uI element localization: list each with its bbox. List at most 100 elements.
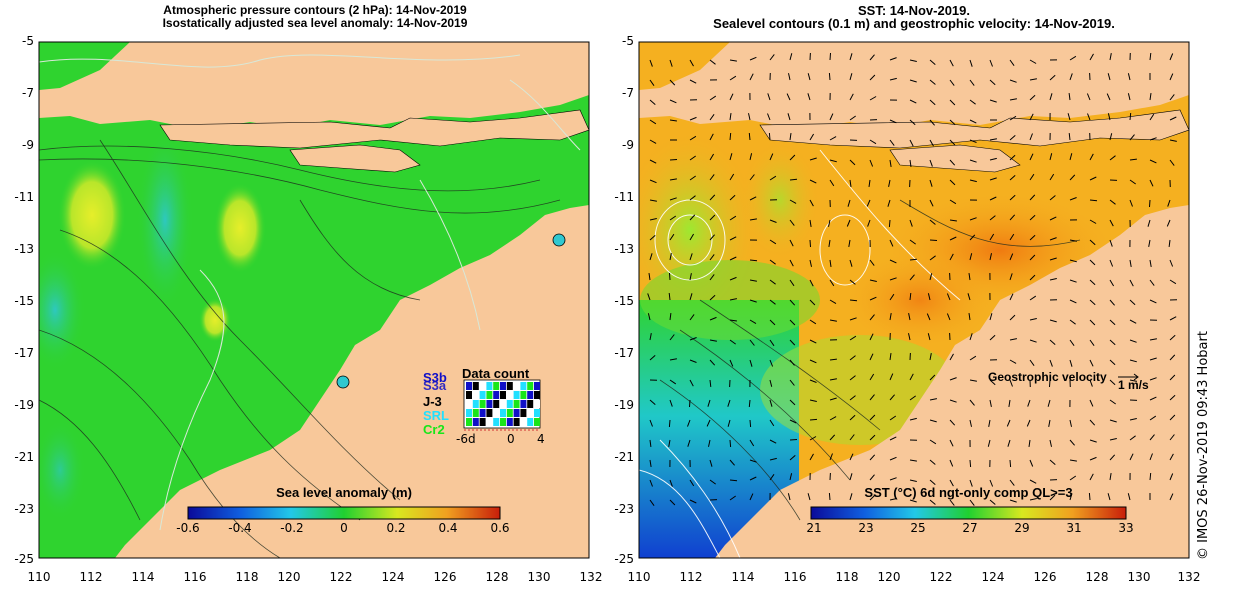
velocity-arrow [829,416,837,421]
velocity-arrow [809,339,817,344]
velocity-arrow [749,339,755,346]
velocity-arrow [649,333,652,341]
velocity-arrow [1089,53,1094,61]
velocity-arrow [729,75,737,81]
velocity-arrow [669,79,676,86]
velocity-arrow [769,175,777,181]
velocity-arrow [949,119,956,126]
velocity-arrow [909,258,917,261]
velocity-arrow [949,439,954,447]
velocity-arrow [829,136,837,141]
velocity-arrow [789,199,797,204]
velocity-arrow [889,373,894,381]
data-count-cell [466,391,472,399]
colorbar-tick: 23 [858,521,874,535]
x-tick: 120 [877,570,901,584]
velocity-arrow [949,399,957,403]
velocity-arrow [1109,359,1116,366]
velocity-arrow [1129,359,1137,363]
velocity-arrow [949,139,956,146]
velocity-arrow [889,159,892,167]
data-count-cell [513,391,520,399]
velocity-arrow [949,377,957,381]
velocity-arrow [787,493,791,501]
velocity-arrow [1089,379,1093,387]
velocity-arrow [829,113,834,121]
velocity-arrow [1049,319,1057,323]
data-count-cell [520,418,527,426]
velocity-arrow [929,219,936,225]
velocity-arrow [929,439,937,445]
velocity-arrow [908,333,911,341]
velocity-arrow [829,358,837,361]
velocity-arrow [769,339,775,347]
velocity-arrow [748,399,751,408]
velocity-arrow [789,419,797,424]
velocity-arrow [929,273,933,281]
velocity-arrow [768,132,771,141]
velocity-arrow [1029,113,1034,121]
velocity-arrow [1089,239,1096,246]
velocity-arrow [1069,174,1076,181]
velocity-arrow [988,419,991,427]
velocity-arrow [1009,154,1016,161]
velocity-arrow [649,119,657,125]
velocity-arrow [769,419,775,427]
velocity-arrow [1069,439,1075,446]
velocity-arrow [849,473,853,481]
velocity-arrow [888,219,891,228]
data-count-cell [472,409,479,417]
velocity-arrow [709,133,714,141]
velocity-arrow [949,253,954,261]
velocity-arrow [709,294,716,301]
sla-colorbar [187,506,501,520]
velocity-arrow [749,419,752,428]
velocity-arrow [1149,199,1151,208]
velocity-arrow [969,217,977,221]
velocity-arrow [706,419,711,427]
velocity-arrow [1109,53,1112,61]
velocity-arrow [1009,214,1016,221]
y-tick: -25 [614,552,634,566]
y-tick: -7 [22,86,34,100]
velocity-arrow [969,234,976,241]
velocity-arrow [849,395,856,401]
sla-colorbar-label: Sea level anomaly (m) [276,485,412,500]
velocity-arrow [1069,493,1073,501]
velocity-arrow [889,498,897,501]
data-count-cell [472,418,479,426]
velocity-arrow [1129,199,1133,207]
velocity-arrow [1029,234,1036,241]
velocity-arrow [749,153,753,161]
velocity-arrow [1129,435,1136,441]
velocity-arrow [649,99,656,105]
velocity-arrow [1069,459,1077,462]
velocity-arrow [909,459,917,462]
velocity-arrow [1129,319,1137,324]
velocity-arrow [729,479,738,482]
velocity-arrow [769,359,774,367]
velocity-arrow [1049,494,1056,501]
velocity-arrow [849,73,853,81]
velocity-arrow [1029,459,1034,467]
velocity-arrow [1149,93,1152,101]
colorbar-tick: 29 [1014,521,1030,535]
data-count-cell [500,391,506,399]
velocity-arrow [946,313,951,321]
data-count-cell [506,391,513,399]
velocity-arrow [1007,439,1011,447]
velocity-arrow [1009,98,1017,101]
velocity-arrow [789,439,798,441]
velocity-arrow [729,194,736,201]
velocity-arrow [1129,259,1132,267]
data-count-cell [534,382,540,390]
y-tick: -21 [14,450,34,464]
velocity-arrow [1109,339,1116,346]
data-count-cell [527,400,534,408]
velocity-arrow [989,196,997,201]
velocity-arrow [1149,472,1152,481]
velocity-arrow [789,299,796,306]
velocity-arrow [669,99,677,104]
velocity-arrow [969,119,977,124]
velocity-arrow [1149,434,1155,441]
